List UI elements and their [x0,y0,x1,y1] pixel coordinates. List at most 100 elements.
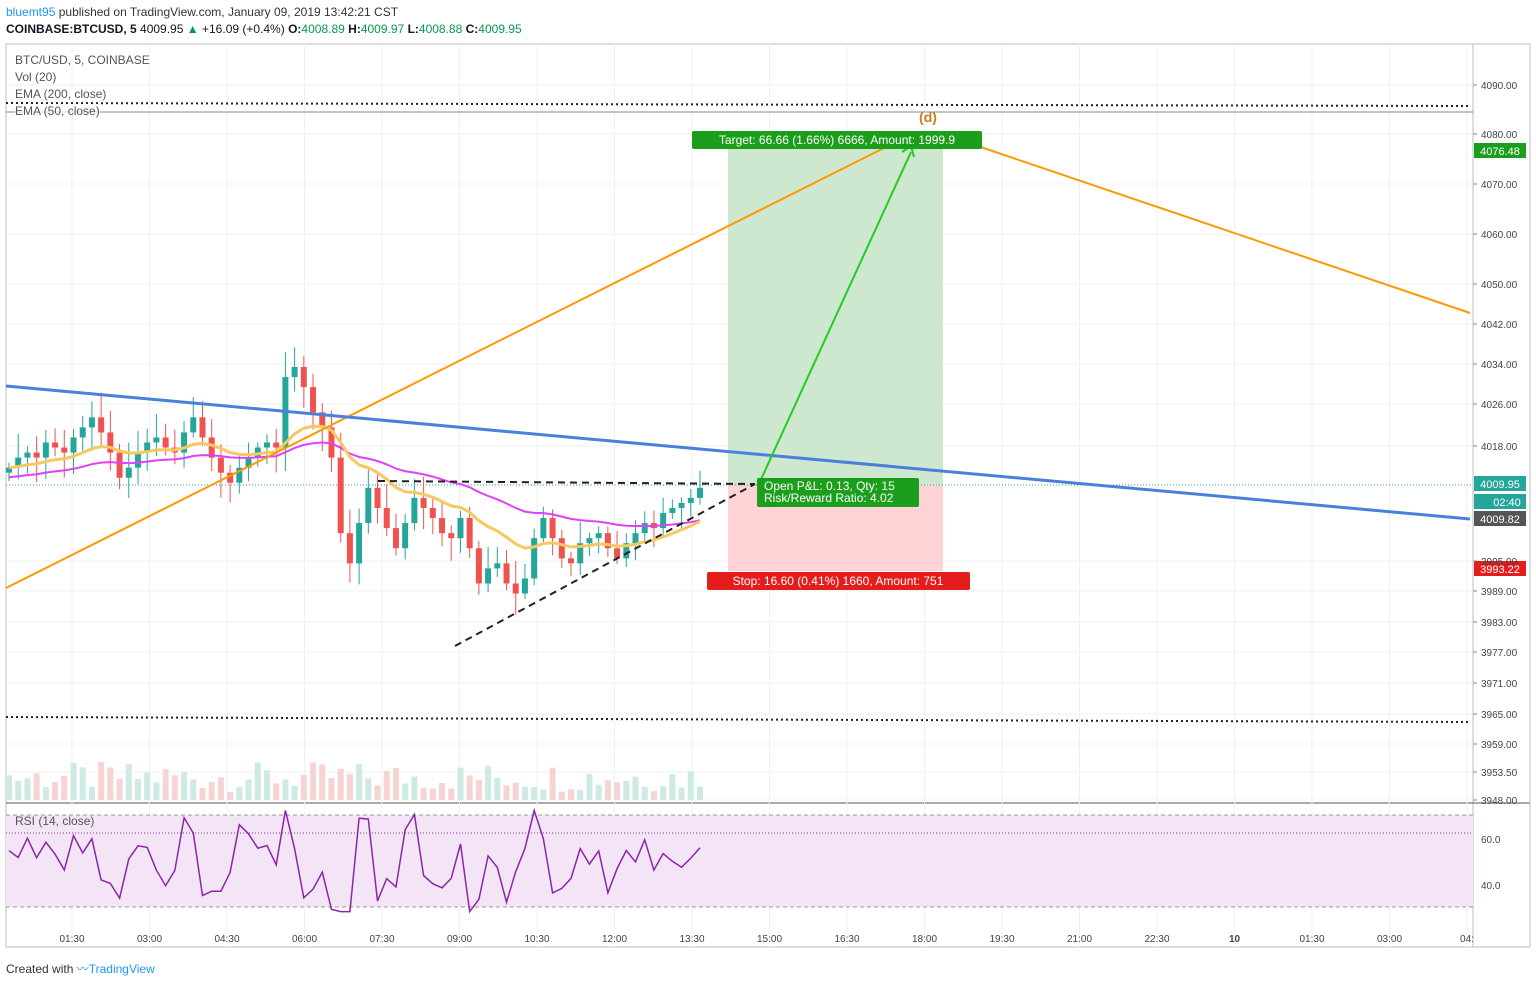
time-tick-label: 16:30 [834,934,859,945]
candle-body [429,507,436,519]
candle-body [411,497,418,524]
ema200-line[interactable] [8,441,701,528]
candle-body [245,457,252,468]
price-tick-label: 4042.00 [1481,320,1518,331]
legend-ema50[interactable]: EMA (50, close) [15,104,100,118]
candle-body [402,523,409,549]
rsi-line[interactable] [8,807,701,914]
price-tick-label: 3977.00 [1481,648,1518,659]
tradingview-brand[interactable]: TradingView [88,962,155,976]
tag-countdown [1474,494,1526,509]
candle-body [273,442,280,448]
volume-bar [217,777,224,800]
time-axis[interactable]: 01:30 03:00 04:30 06:00 07:30 09:00 10:30 12:00… [59,934,1473,945]
wave-label: (d) [919,109,937,125]
triangle-top-line[interactable] [377,480,756,485]
volume-bar [79,767,86,800]
low-value: 4008.88 [418,22,463,36]
price-tick-label: 3983.00 [1481,618,1518,629]
volume-bar [494,777,501,800]
rsi-tick-label: 40.0 [1481,881,1501,892]
candle-body [300,366,307,388]
candle-body [392,528,399,549]
target-label-box[interactable] [692,131,982,149]
candle-body [494,563,501,569]
candle-body [669,507,676,513]
candle-body [52,442,59,448]
candle-body [236,467,243,483]
price-tick-label: 4090.00 [1481,81,1518,92]
candle-body [365,487,372,524]
volume-bar [457,767,464,800]
volume-bar [678,787,685,800]
blue-trendline[interactable] [5,384,1471,521]
volume-bar [374,785,381,800]
candle-body [337,457,344,534]
tag-blue-line [1474,511,1526,526]
price-axis[interactable]: 4090.00 4080.00 4070.00 4060.00 4050.00 4042.… [1473,81,1518,807]
publish-header: bluemt95 published on TradingView.com, J… [6,5,398,19]
volume-bar [236,787,243,800]
volume-bar [614,782,621,800]
resistance-dotted-line[interactable] [5,102,1469,107]
volume-bar [346,774,353,800]
candle-body [439,518,446,534]
support-dotted-line[interactable] [5,716,1469,723]
orange-trendline-up[interactable] [5,139,901,589]
legend-vol[interactable]: Vol (20) [15,70,57,84]
legend-rsi[interactable]: RSI (14, close) [15,814,95,828]
candle-body [88,417,95,428]
volume-bar [282,779,289,800]
stop-label-box[interactable] [707,572,970,590]
candle-body [466,518,473,549]
orange-trendline-down[interactable] [959,139,1471,314]
projection-arrow[interactable] [757,151,912,487]
candle-body [263,442,270,448]
author[interactable]: bluemt95 [6,5,56,19]
candle-body [107,432,114,453]
candle-body [6,467,12,473]
time-tick-label: 10:30 [524,934,549,945]
candle-body [153,437,160,443]
volume-bar [153,782,160,800]
volume-bar [475,779,482,800]
time-tick-label: 19:30 [989,934,1014,945]
legend-main[interactable]: BTC/USD, 5, COINBASE [15,53,150,67]
pnl-label-box[interactable] [757,478,919,507]
triangle-bottom-line[interactable] [454,483,756,647]
volume-bar [6,775,12,800]
candle-body [457,518,464,539]
volume-bar [199,787,206,800]
candle-body [568,558,575,564]
candle-body [310,387,317,413]
volume-bar [411,776,418,800]
price-tick-label: 4018.00 [1481,442,1518,453]
legend-ema200[interactable]: EMA (200, close) [15,87,107,101]
ema50-line[interactable] [8,424,701,550]
volume-bars [6,762,703,800]
volume-bar [254,762,261,800]
candle-body [125,467,132,478]
candle-body [319,412,326,428]
candle-body [61,447,68,453]
volume-bar [190,779,197,800]
triangle-up-icon: ▲ [186,22,199,36]
volume-bar [116,778,123,800]
candle-body [678,502,685,508]
symbol[interactable]: COINBASE:BTCUSD, 5 [6,22,137,36]
last-price: 4009.95 [140,22,184,36]
close-value: 4009.95 [478,22,522,36]
candle-body [632,533,639,544]
time-tick-label: 10 [1229,934,1241,945]
candle-body [448,533,455,539]
time-tick-label: 04: [1460,934,1474,945]
candle-body [116,452,123,478]
volume-bar [310,762,317,800]
volume-bar [521,786,528,800]
price-tick-label: 3948.00 [1481,796,1518,807]
created-with: Created with [6,962,74,976]
volume-bar [70,762,77,800]
time-tick-label: 22:30 [1144,934,1169,945]
candle-body [485,568,492,584]
